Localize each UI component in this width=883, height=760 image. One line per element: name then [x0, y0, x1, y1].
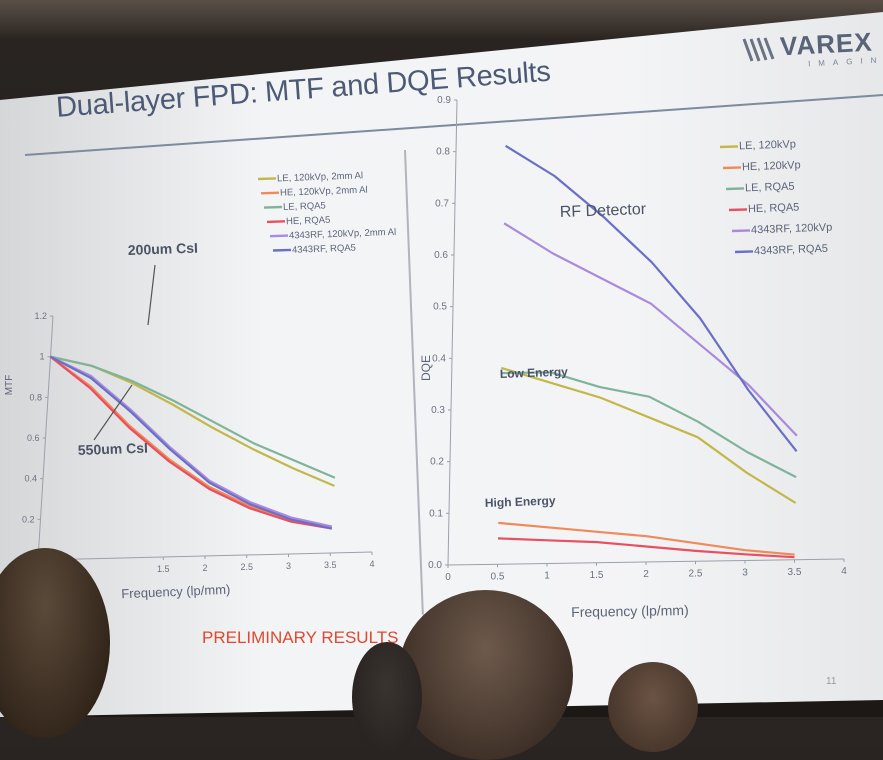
x-tick-label: 1 [544, 571, 550, 582]
legend-label: LE, RQA5 [283, 200, 326, 212]
legend-swatch [269, 234, 289, 238]
series-line-3 [501, 371, 797, 479]
legend-swatch [728, 208, 748, 212]
y-axis-title: MTF [4, 375, 15, 396]
page-number: 11 [826, 676, 837, 687]
series-line-2 [498, 521, 795, 556]
series-line-1 [500, 366, 797, 504]
y-tick-label: 0.5 [433, 302, 447, 313]
legend-swatch [731, 229, 751, 233]
x-tick-label: 3.5 [324, 560, 337, 570]
y-tick-label: 0.2 [22, 514, 35, 524]
audience-head-center-left [352, 642, 422, 752]
preliminary-results-label: PRELIMINARY RESULTS [202, 628, 399, 647]
legend-swatch [257, 177, 277, 181]
y-tick-label: 0.6 [434, 250, 448, 261]
series-line-5 [50, 355, 333, 528]
audience-head-right [608, 662, 698, 752]
x-tick-label: 2 [202, 563, 207, 573]
y-tick-label: 0.9 [437, 95, 451, 106]
annotation-label: 550um CsI [78, 440, 149, 458]
legend-swatch [734, 250, 754, 254]
legend-label: LE, RQA5 [745, 181, 795, 195]
legend-label: 4343RF, 120kVp, 2mm Al [289, 227, 397, 242]
legend-swatch [263, 205, 283, 209]
y-tick-label: 0.0 [428, 560, 442, 571]
legend-label: HE, RQA5 [748, 202, 800, 216]
x-tick-label: 4 [369, 559, 374, 569]
legend-label: LE, 120kVp [739, 138, 796, 152]
projected-slide [0, 12, 883, 717]
y-tick-label: 0.2 [430, 457, 444, 468]
y-tick-label: 0.8 [29, 392, 42, 402]
x-tick-label: 4 [841, 566, 847, 577]
annotation-label: Low Energy [500, 365, 569, 381]
legend-swatch [260, 191, 280, 195]
x-tick-label: 1.5 [157, 564, 170, 574]
y-axis-line [447, 99, 458, 566]
legend-label: 4343RF, RQA5 [754, 243, 828, 258]
x-axis-title: Frequency (lp/mm) [121, 582, 231, 602]
legend-swatch [719, 145, 739, 149]
x-tick-label: 3 [742, 568, 748, 579]
y-tick-label: 0.8 [436, 147, 450, 158]
legend-label: 4343RF, RQA5 [292, 243, 356, 256]
x-tick-label: 1.5 [590, 570, 604, 581]
legend-swatch [272, 248, 292, 252]
y-tick-label: 0.7 [435, 198, 449, 209]
legend-swatch [266, 220, 286, 224]
varex-logo: VAREX IMAGING [742, 25, 883, 73]
annotation-label: 200um CsI [128, 240, 199, 258]
legend-label: HE, 120kVp, 2mm Al [280, 185, 368, 199]
audience-head-left [0, 548, 110, 738]
legend-label: HE, 120kVp [742, 159, 801, 173]
y-tick-label: 0.3 [431, 405, 445, 416]
x-tick-label: 3 [286, 561, 291, 571]
legend-label: 4343RF, 120kVp [751, 222, 833, 237]
x-tick-label: 2 [643, 569, 649, 580]
series-line-6 [505, 144, 798, 452]
annotation-label: RF Detector [560, 201, 647, 221]
series-line-3 [50, 355, 336, 479]
annotation-arrow [93, 384, 133, 441]
x-tick-label: 2.5 [240, 562, 253, 572]
x-tick-label: 0.5 [491, 571, 505, 582]
x-tick-label: 0 [445, 572, 451, 583]
series-line-4 [497, 537, 795, 559]
y-tick-label: 0.6 [27, 433, 40, 443]
legend-swatch [722, 166, 742, 170]
series-line-6 [49, 355, 333, 530]
series-line-5 [503, 222, 798, 437]
x-tick-label: 3.5 [788, 567, 802, 578]
legend-label: LE, 120kVp, 2mm Al [277, 170, 363, 184]
y-axis-title: DQE [419, 355, 433, 381]
y-tick-label: 1 [39, 352, 44, 362]
annotation-arrow [147, 264, 156, 326]
series-line-4 [49, 355, 332, 530]
x-axis-title: Frequency (lp/mm) [571, 602, 689, 620]
legend-label: HE, RQA5 [286, 215, 331, 228]
varex-logo-mark-icon [742, 37, 775, 62]
dqe-chart: 0.9 0.8 0.7 0.6 0.5 0.4 0.3 0.2 0.1 0.00 0.5 1 1.5 2 2… [419, 95, 847, 620]
y-tick-label: 0.1 [429, 508, 443, 519]
x-tick-label: 2.5 [689, 568, 703, 579]
mtf-chart: 1.2 1 0.8 0.6 0.4 0.2 1.5 2 2.5 3 3.5 4 Frequency (l… [4, 170, 397, 602]
y-tick-label: 1.2 [34, 311, 47, 321]
y-tick-label: 0.4 [24, 474, 37, 484]
annotation-label: High Energy [485, 494, 556, 510]
legend-swatch [725, 187, 745, 191]
audience-head-center [398, 590, 573, 760]
y-tick-label: 0.4 [432, 353, 446, 364]
